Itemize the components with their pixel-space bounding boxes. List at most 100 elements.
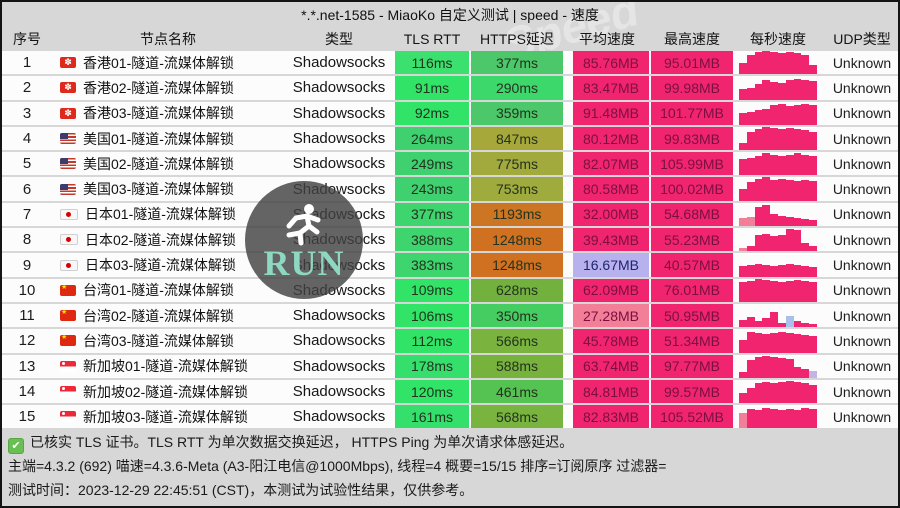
udp-type-cell: Unknown: [832, 181, 892, 198]
table-row[interactable]: 13 新加坡01-隧道-流媒体解锁 Shadowsocks 178ms 588ms 63.…: [2, 354, 898, 380]
max-speed-cell: 101.77MB: [651, 101, 733, 125]
node-name-cell: 日本02-隧道-流媒体解锁: [52, 228, 284, 251]
row-index: 10: [18, 281, 36, 299]
sparkline-bar: [739, 189, 747, 201]
us-flag-icon: [60, 133, 76, 145]
sparkline-bar: [809, 220, 817, 227]
table-row[interactable]: 9 日本03-隧道-流媒体解锁 Shadowsocks 383ms 1248ms 16.6…: [2, 253, 898, 279]
sg-flag-icon: [60, 386, 76, 397]
column-header-max: 最高速度: [664, 31, 720, 47]
cell-wrap: 84.81MB: [564, 379, 650, 404]
max-speed-cell: 76.01MB: [651, 278, 733, 302]
sparkline-bar: [785, 229, 794, 252]
avg-speed-cell: 63.74MB: [573, 354, 649, 378]
udp-type-cell: Unknown: [832, 358, 892, 375]
avg-speed-cell: 80.58MB: [573, 177, 649, 201]
avg-speed-cell: 62.09MB: [573, 278, 649, 302]
udp-type-cell: Unknown: [832, 155, 892, 172]
table-row[interactable]: 14 新加坡02-隧道-流媒体解锁 Shadowsocks 120ms 461ms 84.…: [2, 379, 898, 406]
sparkline-bar: [770, 383, 778, 404]
cell-wrap: 105.99MB: [650, 152, 734, 176]
udp-type-cell: Unknown: [832, 408, 892, 425]
sparkline-bar: [746, 265, 755, 277]
sparkline-bar: [770, 128, 778, 151]
tls-rtt-cell: 91ms: [395, 76, 469, 100]
sparkline-bar: [746, 360, 755, 378]
cell-wrap: 775ms: [470, 152, 564, 176]
cell-wrap: 97.77MB: [650, 354, 734, 378]
sparkline-bar: [770, 179, 778, 201]
sparkline-bar: [770, 52, 778, 75]
sparkline-bar: [746, 331, 755, 353]
footer-line-timestamp: 测试时间：2023-12-29 22:45:51 (CST)，本测试为试验性结果…: [8, 482, 474, 499]
tls-rtt-cell: 92ms: [395, 101, 469, 125]
sparkline-bar: [777, 155, 786, 176]
avg-speed-cell: 27.28MB: [573, 303, 649, 328]
protocol-type-cell: Shadowsocks: [292, 54, 386, 72]
cell-wrap: 39.43MB: [564, 228, 650, 252]
tls-rtt-cell: 106ms: [395, 303, 469, 328]
node-name-cell: 美国03-隧道-流媒体解锁: [52, 177, 284, 200]
sparkline-bar: [739, 372, 747, 378]
speed-per-second-sparkline: [739, 203, 817, 227]
sparkline-bar: [770, 105, 778, 125]
node-name-cell: 日本03-隧道-流媒体解锁: [52, 253, 284, 276]
node-name-cell: 新加坡01-隧道-流媒体解锁: [52, 355, 284, 378]
sparkline-bar: [777, 331, 786, 353]
sparkline-bar: [762, 233, 771, 252]
protocol-type-cell: Shadowsocks: [292, 256, 386, 274]
cell-wrap: 85.76MB: [564, 51, 650, 75]
protocol-type-cell: Shadowsocks: [292, 408, 386, 426]
results-table-body: 1香港01-隧道-流媒体解锁Shadowsocks116ms377ms85.76…: [2, 51, 898, 431]
node-name-cell: 香港02-隧道-流媒体解锁: [52, 76, 284, 99]
tls-rtt-cell: 120ms: [395, 379, 469, 404]
row-index: 11: [19, 307, 35, 325]
sparkline-bar: [746, 158, 755, 176]
sparkline-bar: [801, 281, 810, 302]
table-row[interactable]: 8 日本02-隧道-流媒体解锁 Shadowsocks 388ms 1248ms 39.4…: [2, 228, 898, 254]
hk-flag-icon: [60, 107, 76, 119]
speed-per-second-sparkline: [739, 126, 817, 151]
sparkline-bar: [754, 52, 763, 75]
table-row[interactable]: 5 美国02-隧道-流媒体解锁 Shadowsocks 249ms 775ms 82.07…: [2, 152, 898, 178]
max-speed-cell: 95.01MB: [651, 51, 733, 75]
cell-wrap: 99.98MB: [650, 76, 734, 100]
cell-wrap: 82.83MB: [564, 405, 650, 429]
sg-flag-icon: [60, 411, 76, 423]
sparkline-bar: [770, 214, 778, 227]
cell-wrap: 80.12MB: [564, 126, 650, 151]
sparkline-bar: [777, 53, 786, 75]
sparkline-bar: [770, 154, 778, 176]
column-header-https: HTTPS延迟: [480, 31, 554, 47]
sparkline-bar: [739, 282, 747, 302]
table-row[interactable]: 7 日本01-隧道-流媒体解锁 Shadowsocks 377ms 1193ms 32.0…: [2, 202, 898, 229]
cell-wrap: 568ms: [470, 405, 564, 429]
table-row[interactable]: 6 美国03-隧道-流媒体解锁 Shadowsocks 243ms 753ms 80.58…: [2, 177, 898, 203]
sparkline-bar: [739, 113, 747, 125]
footer-line-version: 主端=4.3.2 (692) 喵速=4.3.6-Meta (A3-阳江电信@10…: [8, 458, 667, 475]
sparkline-bar: [785, 263, 794, 277]
node-name-label: 香港03-隧道-流媒体解锁: [83, 105, 234, 122]
cell-wrap: 290ms: [470, 76, 564, 100]
sparkline-bar: [746, 87, 755, 100]
cn-flag-icon: [60, 310, 76, 322]
https-latency-cell: 1248ms: [471, 253, 563, 277]
table-row[interactable]: 4 美国01-隧道-流媒体解锁 Shadowsocks 264ms 847ms 80.12…: [2, 126, 898, 153]
table-row[interactable]: 15 新加坡03-隧道-流媒体解锁 Shadowsocks 161ms 568ms 82.…: [2, 405, 898, 431]
cell-wrap: 63.74MB: [564, 354, 650, 378]
protocol-type-cell: Shadowsocks: [292, 307, 386, 325]
tls-rtt-cell: 249ms: [395, 152, 469, 176]
sparkline-bar: [809, 267, 817, 277]
sparkline-bar: [754, 409, 763, 429]
sparkline-bar: [762, 153, 771, 176]
sparkline-bar: [793, 333, 802, 353]
node-name-cell: 新加坡03-隧道-流媒体解锁: [52, 405, 284, 428]
footer-line-tls: ✔ 已核实 TLS 证书。TLS RTT 为单次数据交换延迟， HTTPS Pin…: [2, 430, 898, 455]
cell-wrap: 45.78MB: [564, 329, 650, 353]
